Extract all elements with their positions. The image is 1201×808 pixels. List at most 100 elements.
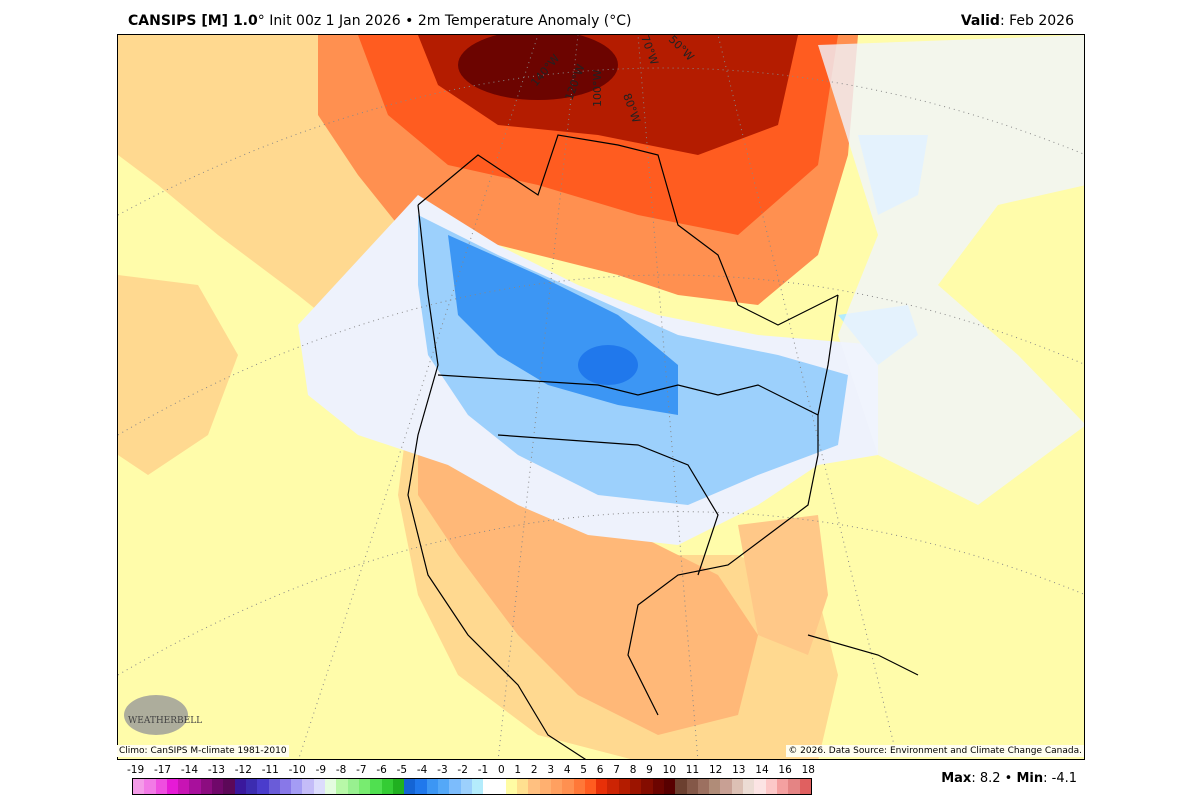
colorbar-swatch xyxy=(166,779,179,794)
colorbar-swatch xyxy=(731,779,744,794)
colorbar-swatch xyxy=(652,779,664,794)
warm-anomaly-region-west xyxy=(118,35,298,475)
colorbar-swatch xyxy=(799,779,811,794)
colorbar-label: -9 xyxy=(315,764,327,776)
colorbar-swatch xyxy=(200,779,213,794)
colorbar-swatch xyxy=(302,779,314,794)
colorbar-swatch xyxy=(517,779,529,794)
colorbar-swatch xyxy=(584,779,597,794)
colorbar-swatch xyxy=(539,779,551,794)
colorbar-label: -19 xyxy=(127,764,145,776)
colorbar-label: 9 xyxy=(646,764,653,776)
colorbar-swatch xyxy=(279,779,292,794)
colorbar-swatch xyxy=(776,779,789,794)
coastlines-borders xyxy=(407,134,919,759)
colorbar-label: -4 xyxy=(416,764,428,776)
colorbar-swatch xyxy=(189,779,201,794)
colorbar-swatch xyxy=(313,779,326,794)
colorbar-swatch xyxy=(720,779,732,794)
colorbar-label: 13 xyxy=(732,764,746,776)
colorbar-label: -11 xyxy=(261,764,279,776)
colorbar-swatch xyxy=(212,779,224,794)
colorbar-swatch xyxy=(245,779,258,794)
colorbar-swatch xyxy=(641,779,653,794)
graticule xyxy=(118,35,1084,759)
colorbar-swatch xyxy=(788,779,800,794)
colorbar-swatch xyxy=(358,779,371,794)
colorbar-swatch xyxy=(528,779,540,794)
colorbar-swatch xyxy=(663,779,676,794)
colorbar-swatch xyxy=(449,779,461,794)
colorbar-swatch xyxy=(686,779,698,794)
colorbar-swatch xyxy=(765,779,777,794)
anomaly-map: 140°W 120°W 100°W 80°W 70°W 50°W WEATHER… xyxy=(117,34,1085,760)
colorbar-swatch xyxy=(505,779,518,794)
colorbar-swatch xyxy=(392,779,405,794)
colorbar-label: 2 xyxy=(530,764,538,776)
colorbar-swatch xyxy=(325,779,337,794)
max-label: Max xyxy=(941,771,972,786)
max-value: : 8.2 • xyxy=(971,771,1017,786)
colorbar-swatch xyxy=(404,779,416,794)
colorbar-swatch xyxy=(291,779,303,794)
colorbar-label: -1 xyxy=(477,764,489,776)
colorbar-swatch xyxy=(223,779,235,794)
colorbar-swatch xyxy=(257,779,269,794)
cold-peak xyxy=(578,345,638,385)
colorbar-label: -5 xyxy=(396,764,408,776)
colorbar-label: 16 xyxy=(778,764,792,776)
colorbar-label: -8 xyxy=(335,764,347,776)
colorbar-label: -2 xyxy=(457,764,468,776)
colorbar-label: 3 xyxy=(547,764,555,776)
colorbar-swatch xyxy=(370,779,382,794)
colorbar-label: 5 xyxy=(580,764,587,776)
colorbar-swatch xyxy=(426,779,439,794)
colorbar-label: 8 xyxy=(629,764,637,776)
weatherbell-logo: WEATHERBELL xyxy=(124,695,202,735)
degree-sign: ° xyxy=(257,13,265,29)
colorbar-swatch xyxy=(494,779,506,794)
colorbar-swatch xyxy=(471,779,484,794)
colorbar-label: 0 xyxy=(497,764,505,776)
colorbar-swatch xyxy=(630,779,642,794)
colorbar-swatch xyxy=(743,779,755,794)
warm-anomaly-region-se xyxy=(738,515,828,655)
lon-label: 100°W xyxy=(591,70,604,107)
colorbar-label: 7 xyxy=(613,764,620,776)
colorbar-swatch xyxy=(234,779,246,794)
colorbar-label: 4 xyxy=(563,764,571,776)
colorbar-swatch xyxy=(336,779,348,794)
colorbar-swatch xyxy=(697,779,710,794)
colorbar-labels: -19 -17 -14 -13 -12 -11 -10 -9 -8 -7 -6 -5 -4 -3 -2 -1 0… xyxy=(127,764,815,776)
colorbar-label: -3 xyxy=(437,764,448,776)
colorbar-label: -7 xyxy=(356,764,367,776)
max-min-readout: Max: 8.2 • Min: -4.1 xyxy=(941,771,1077,786)
colorbar-label: 12 xyxy=(708,764,723,776)
colorbar-swatch xyxy=(133,779,145,794)
colorbar-swatch xyxy=(618,779,631,794)
valid-label: Valid xyxy=(960,13,1000,29)
colorbar-label: -13 xyxy=(207,764,225,776)
svg-text:WEATHERBELL: WEATHERBELL xyxy=(128,716,202,726)
colorbar xyxy=(132,778,812,795)
colorbar-label: -12 xyxy=(234,764,252,776)
colorbar-swatch xyxy=(144,779,156,794)
colorbar-label: -14 xyxy=(180,764,199,776)
colorbar-label: 11 xyxy=(685,764,700,776)
colorbar-swatch xyxy=(178,779,190,794)
colorbar-swatch xyxy=(460,779,472,794)
map-canvas: 140°W 120°W 100°W 80°W 70°W 50°W WEATHER… xyxy=(118,35,1084,759)
colorbar-swatch xyxy=(483,779,495,794)
colorbar-swatch xyxy=(347,779,359,794)
colorbar-swatch xyxy=(573,779,585,794)
colorbar-swatch xyxy=(675,779,687,794)
colorbar-label: 14 xyxy=(755,764,769,776)
model-name: CANSIPS [M] 1.0 xyxy=(128,13,258,29)
min-value: : -4.1 xyxy=(1043,771,1077,786)
colorbar-label: -6 xyxy=(376,764,387,776)
colorbar-swatch xyxy=(709,779,721,794)
colorbar-swatch xyxy=(415,779,427,794)
valid-date: Valid: Feb 2026 xyxy=(961,13,1074,29)
warm-anomaly-region-sw xyxy=(418,435,758,735)
climo-note: Climo: CanSIPS M-climate 1981-2010 xyxy=(117,745,289,757)
